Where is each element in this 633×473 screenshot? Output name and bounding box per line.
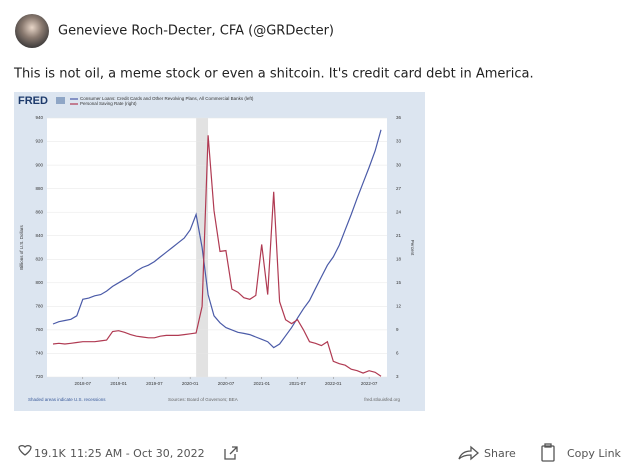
y2-tick-label: 24 [396,209,402,214]
y2-tick-label: 27 [396,186,402,191]
x-tick-label: 2018-07 [75,381,92,386]
share-icon[interactable] [458,445,479,461]
y-tick-label: 860 [35,209,43,214]
x-tick-label: 2022-01 [325,381,342,386]
brand-icon [56,97,65,104]
y2-tick-label: 30 [396,162,402,167]
brand: FRED [18,95,48,107]
series-line [52,135,382,377]
y-tick-label: 800 [35,280,43,285]
y-tick-label: 760 [35,327,43,332]
x-tick-label: 2021-01 [253,381,270,386]
x-tick-label: 2020-01 [182,381,199,386]
external-link-icon[interactable] [224,446,238,460]
x-tick-label: 2022-07 [361,381,378,386]
y-tick-label: 920 [35,139,43,144]
y2-tick-label: 3 [396,374,399,379]
author-name[interactable]: Genevieve Roch-Decter, CFA (@GRDecter) [58,24,334,39]
x-tick-label: 2021-07 [289,381,306,386]
y-tick-label: 840 [35,233,43,238]
y-tick-label: 940 [35,115,43,120]
external-link-box [224,449,236,460]
chart-image: FRED 720 740 760 780 800 820 840 860 880 900 920 94… [14,92,425,411]
legend-label: Personal Saving Rate (right) [80,101,137,106]
share-button[interactable]: Share [484,447,516,460]
note-shaded: Shaded areas indicate U.S. recessions [28,397,106,402]
y2-tick-label: 21 [396,233,402,238]
y-tick-label: 900 [35,162,43,167]
y2-tick-label: 18 [396,256,402,261]
external-link-arrow [229,446,238,455]
y2-tick-label: 36 [396,115,402,120]
x-tick-label: 2019-07 [146,381,163,386]
legend-label: Consumer Loans: Credit Cards and Other R… [80,96,254,101]
y2-tick-label: 6 [396,351,399,356]
y-tick-label: 820 [35,256,43,261]
copy-icon[interactable] [541,443,555,462]
x-tick-label: 2019-01 [110,381,127,386]
y2-tick-label: 9 [396,327,399,332]
y-axis-label: Billions of U.S. Dollars [19,224,24,269]
y-tick-label: 880 [35,186,43,191]
like-count: 19.1K [34,447,66,460]
y-tick-label: 780 [35,304,43,309]
clipboard [541,445,555,462]
note-site: fred.stlouisfed.org [364,397,400,402]
y2-tick-label: 15 [396,280,402,285]
y2-tick-label: 33 [396,139,402,144]
clipboard-clip [544,443,552,448]
like-icon[interactable] [18,445,32,456]
copy-link-button[interactable]: Copy Link [567,447,622,460]
avatar[interactable] [15,14,49,48]
y2-tick-label: 12 [396,304,402,309]
plot-area [47,118,387,377]
tweet-text: This is not oil, a meme stock or even a … [13,67,534,82]
x-tick-label: 2020-07 [218,381,235,386]
timestamp[interactable]: 11:25 AM - Oct 30, 2022 [70,447,205,460]
note-source: Sources: Board of Governors; BEA [168,397,238,402]
series-line [52,129,382,349]
y-tick-label: 740 [35,351,43,356]
y-tick-label: 720 [35,374,43,379]
y2-axis-label: Percent [410,240,415,256]
